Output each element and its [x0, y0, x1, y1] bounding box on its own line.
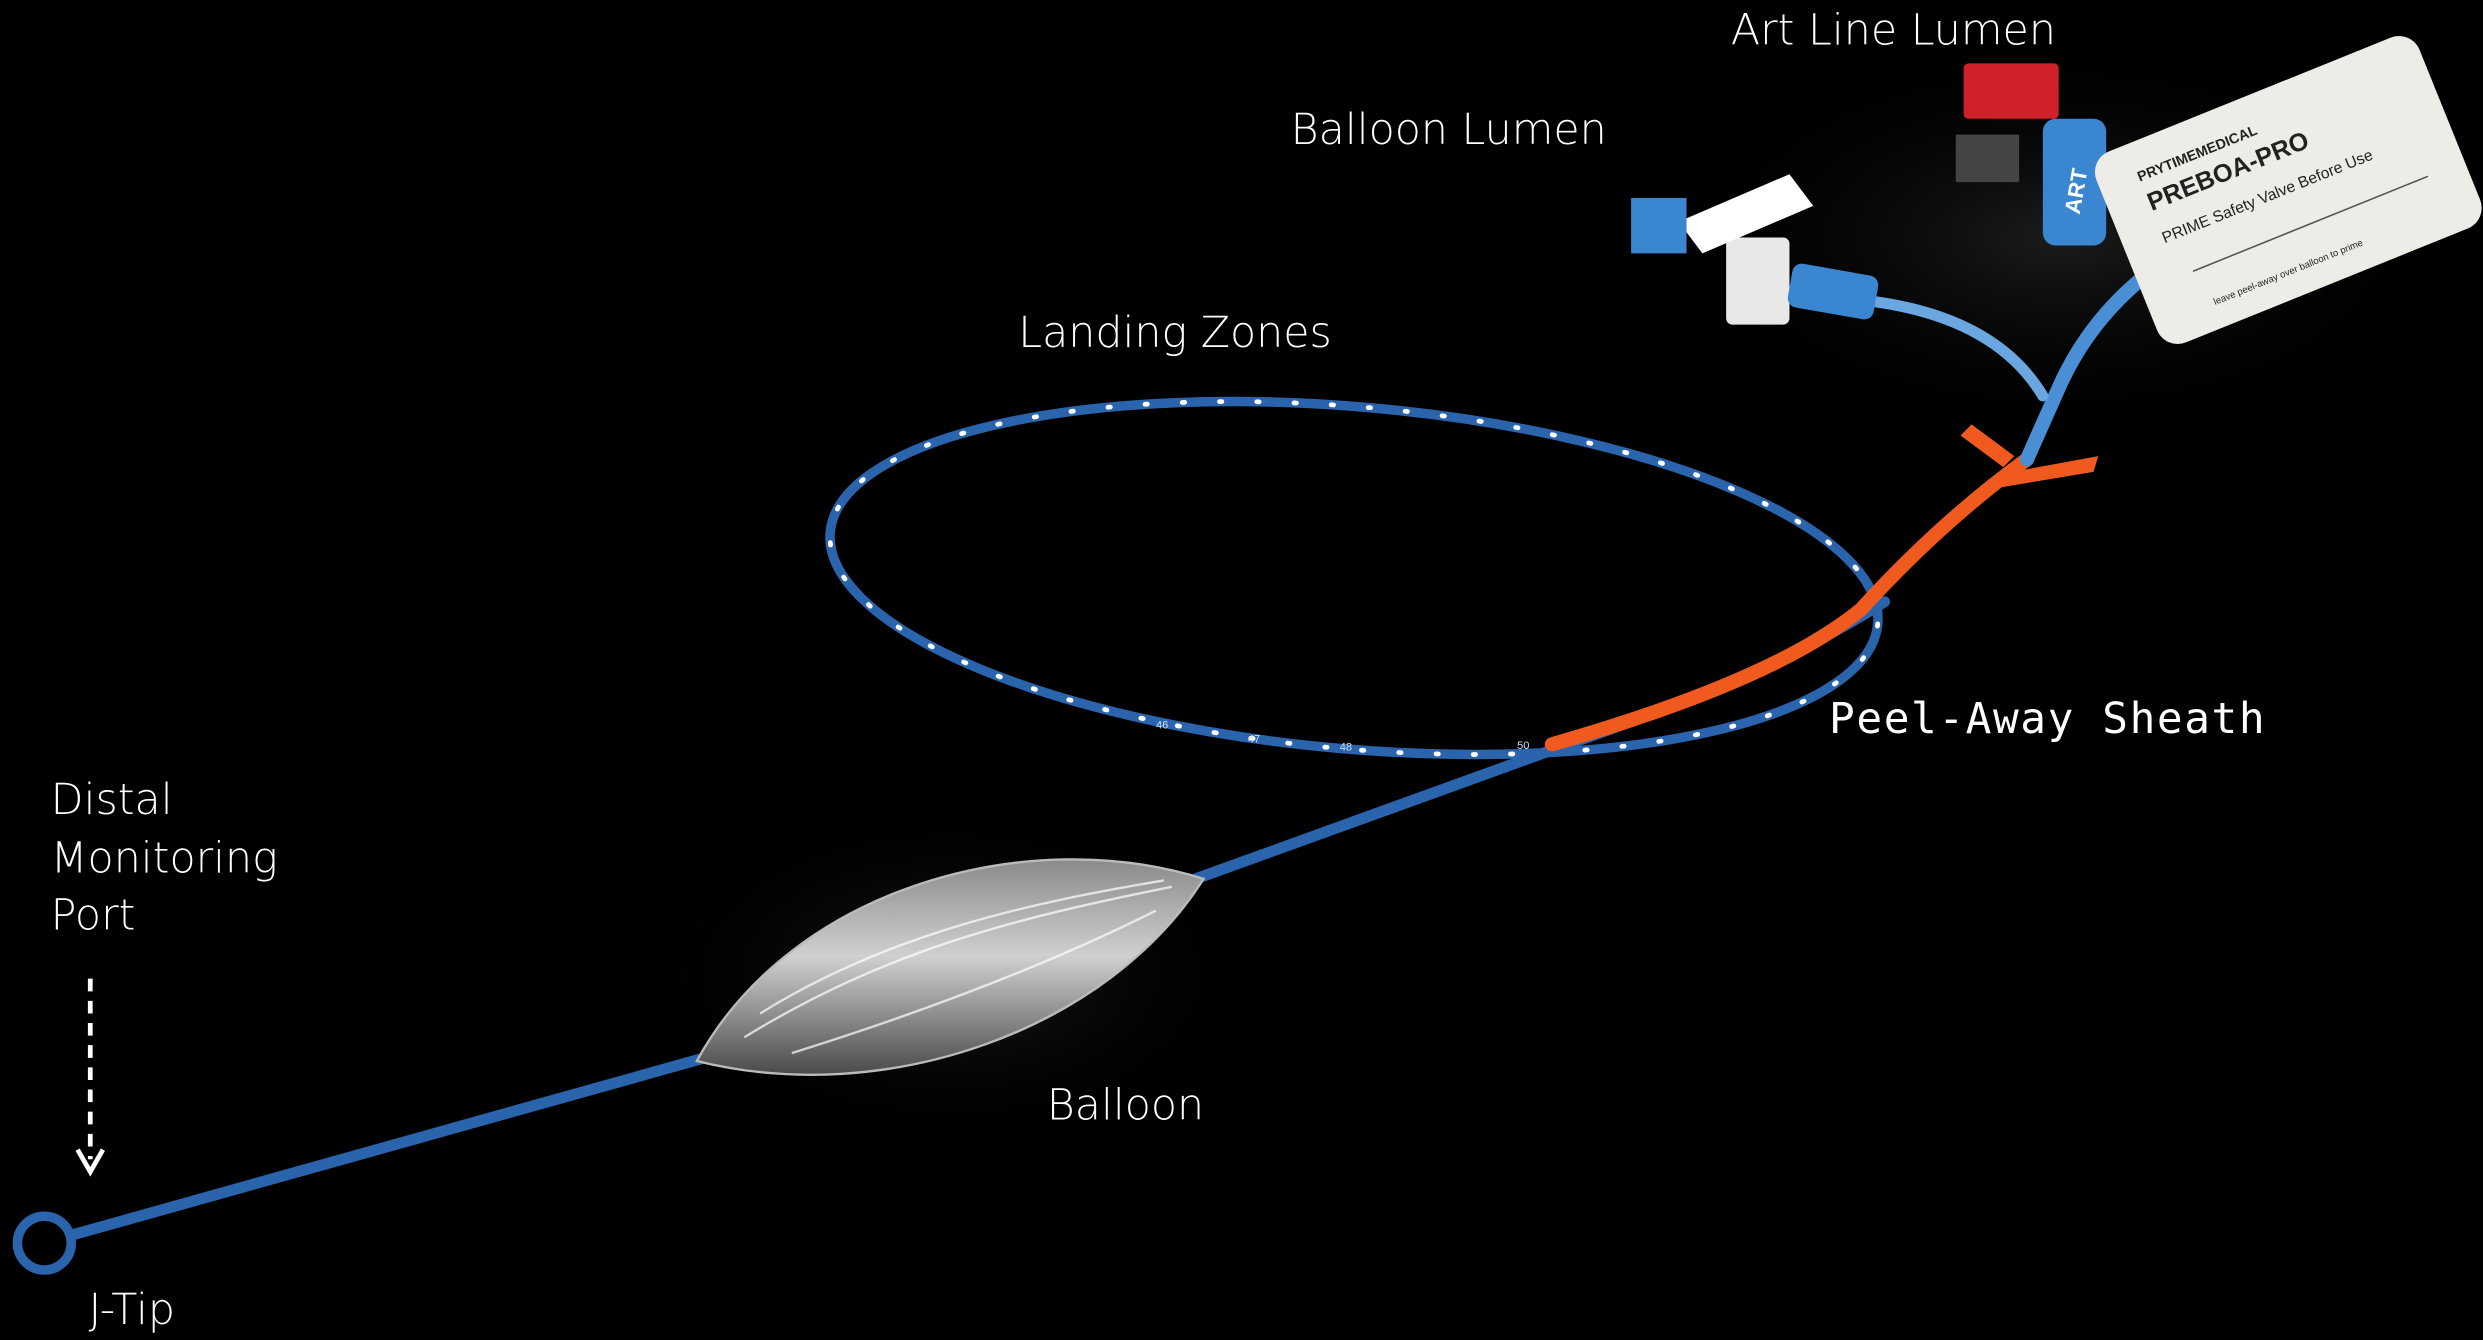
depth-mark: 47: [1248, 734, 1260, 746]
red-stopcock: [1963, 63, 2059, 119]
tag-drawing: [2192, 175, 2429, 272]
depth-mark: 50: [1517, 740, 1529, 752]
connector: [2042, 118, 2107, 246]
tag: PRYTIMEMEDICAL PREBOA-PRO PRIME Safety V…: [2094, 36, 2482, 345]
loop-markers: [827, 399, 1881, 757]
depth-mark: 46: [1156, 719, 1168, 731]
peel-away-sheath: [1544, 452, 2035, 752]
label: Monitoring: [51, 834, 278, 884]
luer: [1631, 197, 1687, 254]
label: Distal: [51, 775, 173, 825]
depth-mark: 48: [1340, 742, 1352, 754]
connector: [1787, 263, 1879, 320]
balloon: [695, 858, 1206, 1076]
label: Port: [51, 891, 136, 941]
label: J-Tip: [89, 1285, 175, 1335]
j-tip: [12, 1211, 77, 1275]
stopcock-handle: [1678, 174, 1814, 254]
luer: [1955, 134, 2020, 183]
sheath-tab: [1960, 424, 2015, 468]
label: Art Line Lumen: [1731, 5, 2056, 55]
label: Balloon: [1047, 1081, 1204, 1131]
device: 46 47 48 50 ART PRYTIMEMEDICAL PREBOA-PR…: [12, 5, 2482, 1335]
arrow-head: [75, 1148, 105, 1177]
balloon-lumen-tube: [1863, 295, 2049, 402]
sheath-tab: [1995, 456, 2099, 488]
label: Peel-Away Sheath: [1829, 694, 2266, 744]
label: Landing Zones: [1018, 308, 1332, 358]
label: Balloon Lumen: [1291, 105, 1607, 155]
stopcock: [1726, 237, 1790, 325]
balloon-folds: [743, 879, 1173, 1055]
tag-card: [2094, 36, 2482, 345]
